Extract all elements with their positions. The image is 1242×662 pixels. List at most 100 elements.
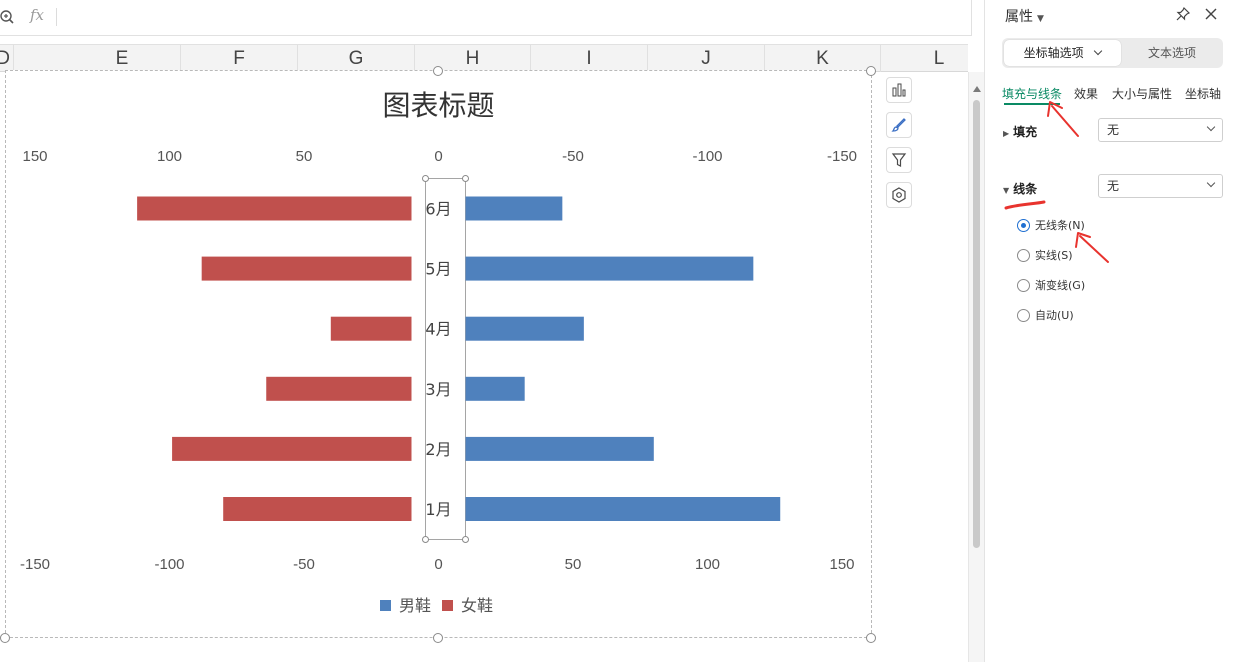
chart-object[interactable] — [5, 70, 872, 638]
options-segmented-control: 坐标轴选项 文本选项 — [1002, 38, 1223, 68]
radio-auto-line[interactable]: 自动(U) — [1017, 307, 1074, 327]
category-label: 2月 — [425, 440, 451, 459]
tab-axis-options-label: 坐标轴选项 — [1023, 46, 1084, 60]
bottom-axis-tick-label: -150 — [20, 556, 50, 573]
category-axis-handle — [462, 175, 469, 182]
radio-auto-line-label: 自动(U) — [1035, 309, 1074, 322]
fill-select[interactable]: 无 — [1098, 118, 1223, 142]
bar — [465, 256, 754, 281]
legend-swatch — [442, 600, 453, 611]
resize-handle[interactable] — [0, 633, 10, 643]
radio-gradient-line[interactable]: 渐变线(G) — [1017, 277, 1085, 297]
bar — [172, 436, 412, 461]
column-header-k[interactable]: K — [765, 45, 881, 72]
radio-no-line-label: 无线条(N) — [1035, 219, 1085, 232]
panel-title-label: 属性 — [1005, 9, 1033, 25]
category-label: 6月 — [425, 200, 451, 219]
category-axis-handle — [422, 536, 429, 543]
radio-gradient-line-control[interactable] — [1017, 278, 1030, 292]
properties-panel: 属性 ▼ 坐标轴选项 文本选项 填充与线条 效果 大小与属性 坐标轴 ▶ 填充 无 — [984, 0, 1242, 662]
fx-icon[interactable]: fx — [30, 6, 45, 24]
radio-solid-line-label: 实线(S) — [1035, 249, 1073, 262]
column-header-d[interactable]: D — [0, 45, 14, 72]
category-label: 1月 — [425, 500, 451, 519]
bar — [266, 376, 412, 401]
bottom-axis-tick-label: 0 — [434, 556, 442, 573]
legend-label: 女鞋 — [461, 596, 493, 615]
bottom-axis-tick-label: 50 — [565, 556, 582, 573]
fill-select-value: 无 — [1107, 123, 1120, 137]
line-section-toggle[interactable]: ▼ 线条 — [1003, 180, 1037, 197]
chevron-down-icon — [1206, 122, 1216, 132]
scroll-up-icon[interactable] — [973, 86, 981, 92]
pin-icon[interactable] — [1175, 6, 1191, 22]
legend-swatch — [380, 600, 391, 611]
resize-handle[interactable] — [433, 66, 443, 76]
bar — [465, 436, 654, 461]
column-header-h[interactable]: H — [415, 45, 531, 72]
tab-axis-options[interactable]: 坐标轴选项 — [1004, 40, 1121, 66]
bar — [465, 376, 525, 401]
column-header-e[interactable]: E — [64, 45, 181, 72]
subtab-effects[interactable]: 效果 — [1074, 87, 1099, 101]
subtab-active-indicator — [1004, 103, 1060, 105]
bottom-axis-tick-label: 150 — [829, 556, 854, 573]
line-select[interactable]: 无 — [1098, 174, 1223, 198]
top-axis-tick-label: 50 — [296, 148, 313, 165]
fill-section-toggle[interactable]: ▶ 填充 — [1003, 123, 1037, 140]
column-header-f[interactable]: F — [181, 45, 298, 72]
radio-solid-line-control[interactable] — [1017, 248, 1030, 262]
tab-text-options[interactable]: 文本选项 — [1147, 46, 1196, 60]
chevron-down-icon — [1206, 178, 1216, 188]
chart-settings-button[interactable] — [886, 182, 912, 208]
panel-title[interactable]: 属性 ▼ — [1005, 6, 1044, 26]
column-header-j[interactable]: J — [648, 45, 765, 72]
column-header-g[interactable]: G — [298, 45, 415, 72]
chart-elements-icon — [892, 83, 906, 97]
caret-down-icon: ▼ — [1037, 14, 1044, 24]
chart-filter-button[interactable] — [886, 147, 912, 173]
bottom-axis-tick-label: -50 — [293, 556, 315, 573]
column-header-i[interactable]: I — [531, 45, 648, 72]
subtab-axis[interactable]: 坐标轴 — [1185, 87, 1222, 101]
vertical-scrollbar[interactable] — [968, 72, 984, 662]
chart-canvas: 图表标题 150 100 50 0 -50 -100 -150 -150 -100 -50 0 50 10… — [20, 89, 857, 615]
legend-label: 男鞋 — [399, 596, 431, 615]
resize-handle[interactable] — [433, 633, 443, 643]
line-select-value: 无 — [1107, 179, 1120, 193]
bar — [465, 196, 563, 221]
category-label: 4月 — [425, 320, 451, 339]
radio-no-line-control[interactable] — [1017, 218, 1030, 232]
subtab-fill-and-line[interactable]: 填充与线条 — [1002, 87, 1063, 101]
bar — [201, 256, 412, 281]
bar — [465, 497, 781, 521]
radio-auto-line-control[interactable] — [1017, 308, 1030, 322]
chart-style-button[interactable] — [886, 112, 912, 138]
top-axis-tick-label: 150 — [22, 148, 47, 165]
formula-bar[interactable]: fx — [0, 0, 972, 36]
fill-section-label: 填充 — [1013, 125, 1038, 139]
scroll-thumb[interactable] — [973, 100, 980, 548]
triangle-down-icon: ▼ — [1003, 186, 1010, 195]
resize-handle[interactable] — [866, 66, 876, 76]
close-icon[interactable] — [1203, 6, 1219, 22]
radio-solid-line[interactable]: 实线(S) — [1017, 247, 1073, 267]
category-label: 3月 — [425, 380, 451, 399]
category-label: 5月 — [425, 260, 451, 279]
radio-gradient-line-label: 渐变线(G) — [1035, 279, 1086, 292]
filter-icon — [891, 153, 907, 167]
radio-no-line[interactable]: 无线条(N) — [1017, 217, 1085, 237]
top-axis-tick-label: -150 — [827, 148, 857, 165]
brush-icon — [891, 118, 906, 132]
chart-tools — [886, 77, 914, 217]
subtab-size-properties[interactable]: 大小与属性 — [1112, 87, 1173, 101]
resize-handle[interactable] — [866, 633, 876, 643]
category-axis-handle — [422, 175, 429, 182]
bar — [465, 316, 584, 341]
zoom-icon[interactable] — [0, 9, 16, 25]
bar — [137, 196, 412, 221]
chart-elements-button[interactable] — [886, 77, 912, 103]
top-axis-tick-label: -100 — [692, 148, 722, 165]
top-axis-tick-label: 0 — [434, 148, 442, 165]
